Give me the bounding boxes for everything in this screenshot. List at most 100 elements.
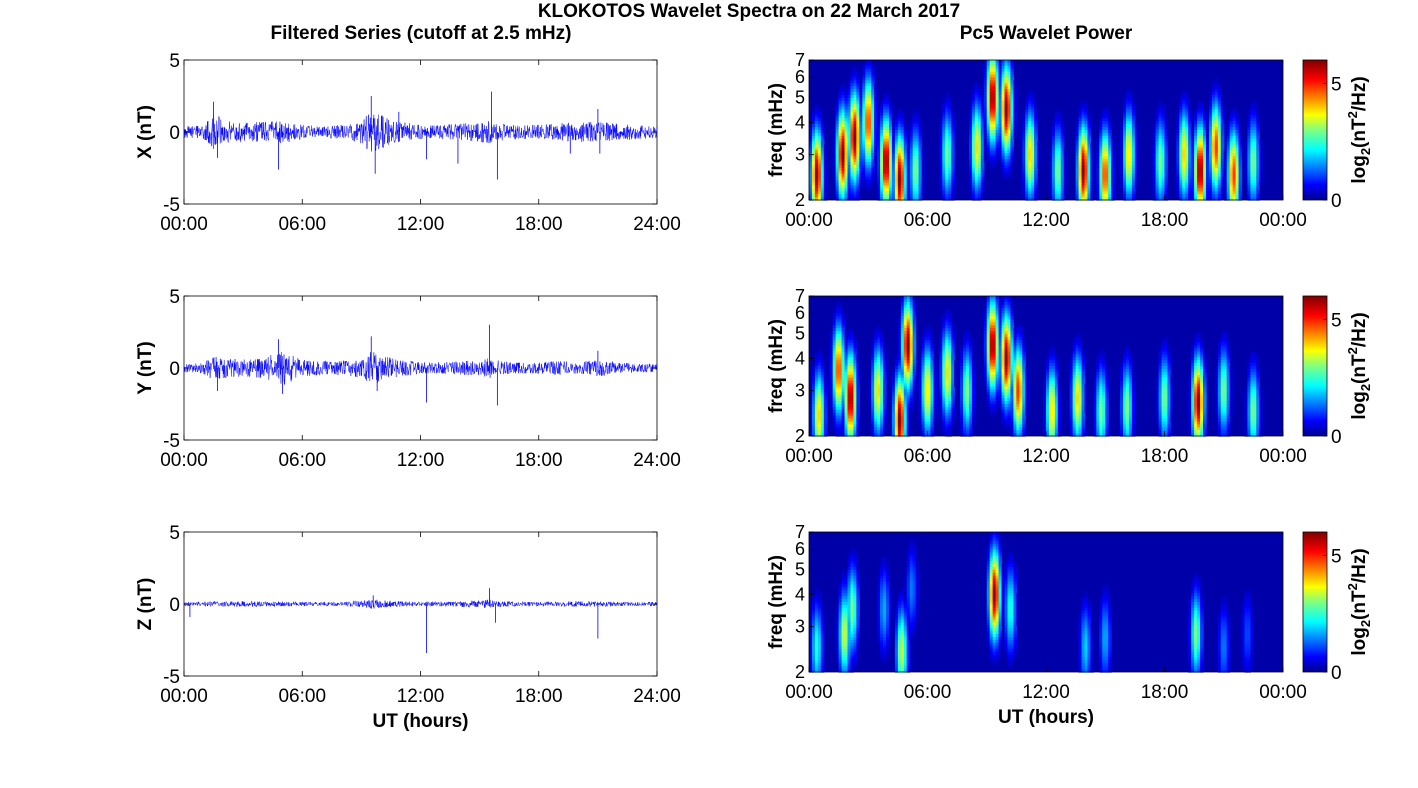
x-tick-label: 24:00 [633,214,681,235]
colorbar-label-mid: (nT [1349,590,1370,620]
y-tick-label: -5 [163,667,180,688]
timeseries-y: 5 0 -500:00 06:00 12:00 18:00 24:00 Y (nT) [135,287,681,471]
x-tick-label: 06:00 [904,446,952,467]
x-tick-label: 06:00 [278,214,326,235]
x-tick-label: 06:00 [904,682,952,703]
right-column-title: Pc5 Wavelet Power [960,23,1133,44]
colorbar-gradient [1302,295,1328,437]
x-tick-label: 00:00 [160,686,208,707]
y-tick-label: 2 [795,190,805,210]
colorbar-label-prefix: log [1349,627,1370,656]
y-axis-label-y: freq (mHz) [766,319,787,413]
colorbar-gradient [1302,531,1328,673]
colorbar-label-suffix: /Hz) [1349,548,1370,583]
x-tick-label: 00:00 [785,210,833,231]
x-tick-label: 18:00 [515,450,563,471]
x-tick-label: 12:00 [1022,446,1070,467]
colorbar-label-prefix: log [1349,391,1370,420]
x-tick-label: 12:00 [397,450,445,471]
y-tick-label: 6 [795,303,805,323]
colorbar-tick-label: 5 [1331,74,1342,95]
x-tick-label: 00:00 [160,214,208,235]
x-axis-label-z: UT (hours) [998,707,1094,728]
y-axis-label-y: Y (nT) [135,341,156,394]
x-tick-label: 06:00 [904,210,952,231]
wavelet-y: 2 3 4 567 00:00 06:00 12:00 18:00 00:00 freq (mHz… [766,286,1373,467]
figure-title: KLOKOTOS Wavelet Spectra on 22 March 201… [538,1,960,22]
colorbar-tick-label: 0 [1331,663,1342,684]
panels: 50-500:00 06:00 12:00 18:00 24:00X (nT)23456… [135,50,1373,732]
colorbar-label: log2(nT2/Hz) [1345,548,1373,655]
y-tick-label: 5 [169,523,180,544]
x-tick-label: 00:00 [1259,210,1307,231]
y-tick-label: 5 [169,287,180,308]
y-tick-label: 7 [795,50,805,70]
y-axis-label-z: Z (nT) [135,578,156,631]
y-tick-label: 3 [795,617,805,637]
y-tick-label: 5 [795,324,805,344]
colorbar-tick-label: 5 [1331,546,1342,567]
y-tick-label: 6 [795,67,805,87]
colorbar-label-prefix: log [1349,155,1370,184]
x-tick-label: 00:00 [1259,446,1307,467]
y-tick-label: 5 [169,51,180,72]
colorbar-label-mid: (nT [1349,118,1370,148]
x-tick-label: 24:00 [633,686,681,707]
colorbar-label: log2(nT2/Hz) [1345,312,1373,419]
left-column-title: Filtered Series (cutoff at 2.5 mHz) [271,23,572,44]
y-axis-label-x: freq (mHz) [766,83,787,177]
colorbar-label-sup: 2 [1345,583,1360,590]
x-tick-label: 12:00 [1022,210,1070,231]
y-tick-label: 0 [169,595,180,616]
colorbar-gradient [1302,59,1328,201]
colorbar-label-suffix: /Hz) [1349,76,1370,111]
x-tick-label: 00:00 [160,450,208,471]
y-tick-label: -5 [163,195,180,216]
x-tick-label: 06:00 [278,686,326,707]
colorbar-label-suffix: /Hz) [1349,312,1370,347]
x-tick-label: 00:00 [1259,682,1307,703]
plot-area-y [183,295,658,441]
y-tick-label: 4 [795,585,805,605]
y-tick-label: 5 [795,88,805,108]
colorbar-label-sup: 2 [1345,347,1360,354]
x-tick-label: 18:00 [1141,446,1189,467]
x-tick-label: 18:00 [1141,210,1189,231]
plot-area-x [183,59,658,205]
y-tick-label: 2 [795,426,805,446]
x-tick-label: 24:00 [633,450,681,471]
x-tick-label: 18:00 [515,214,563,235]
colorbar-label-mid: (nT [1349,354,1370,384]
colorbar-label: log2(nT2/Hz) [1345,76,1373,183]
x-tick-label: 12:00 [1022,682,1070,703]
y-tick-label: 6 [795,539,805,559]
timeseries-x: 5 0 -500:00 06:00 12:00 18:00 24:00 X (nT) [135,51,681,235]
x-tick-label: 00:00 [785,682,833,703]
colorbar-tick-label: 0 [1331,191,1342,212]
y-axis-label-z: freq (mHz) [766,555,787,649]
colorbar-label-sup: 2 [1345,111,1360,118]
y-tick-label: 3 [795,381,805,401]
signal-line-y [183,352,658,385]
x-tick-label: 06:00 [278,450,326,471]
x-tick-label: 12:00 [397,214,445,235]
signal-line-x [183,114,658,152]
y-tick-label: 7 [795,522,805,542]
y-tick-label: 7 [795,286,805,306]
x-tick-label: 00:00 [785,446,833,467]
x-tick-label: 18:00 [515,686,563,707]
y-tick-label: 4 [795,349,805,369]
x-tick-label: 12:00 [397,686,445,707]
y-tick-label: 4 [795,113,805,133]
y-tick-label: 0 [169,359,180,380]
y-tick-label: 2 [795,662,805,682]
y-tick-label: 3 [795,145,805,165]
y-tick-label: -5 [163,431,180,452]
colorbar-tick-label: 0 [1331,427,1342,448]
